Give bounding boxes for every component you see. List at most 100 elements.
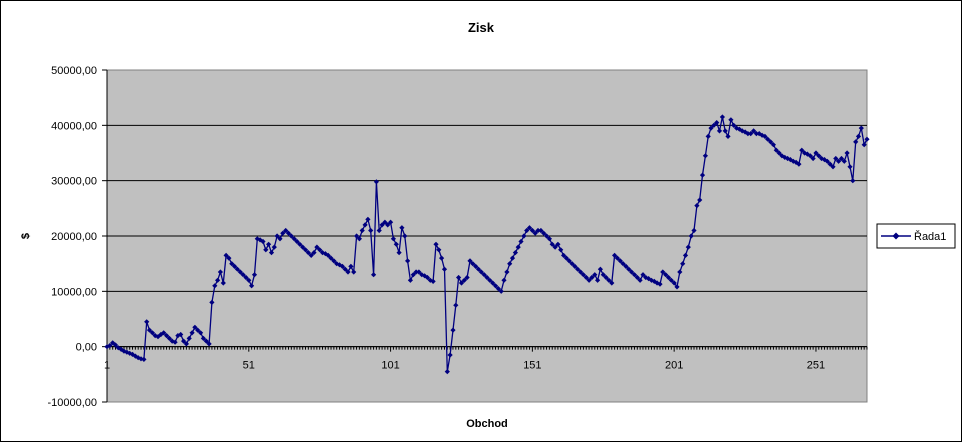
data-point-marker	[348, 263, 354, 269]
data-point-marker	[212, 283, 218, 289]
data-point-marker	[263, 247, 269, 253]
data-point-marker	[467, 258, 473, 264]
data-point-marker	[487, 277, 493, 283]
data-point-marker	[620, 261, 626, 267]
legend-label-rada1: Řada1	[914, 230, 946, 243]
data-point-marker	[220, 280, 226, 286]
y-tick-label: -10000,00	[47, 397, 97, 409]
data-point-marker	[351, 269, 357, 275]
data-point-marker	[475, 266, 482, 272]
data-point-marker	[515, 244, 521, 250]
x-tick-label: 151	[523, 360, 541, 372]
data-point-marker	[181, 338, 187, 344]
data-point-marker	[484, 274, 490, 281]
data-point-marker	[308, 252, 314, 258]
data-point-marker	[660, 269, 666, 275]
data-point-marker	[399, 225, 405, 231]
data-point-marker	[526, 225, 533, 231]
data-point-marker	[354, 233, 360, 239]
data-point-marker	[802, 150, 808, 156]
data-point-marker	[654, 280, 660, 286]
legend: Řada1	[876, 223, 956, 249]
data-point-marker	[200, 335, 206, 341]
data-point-marker	[830, 164, 836, 170]
data-point-marker	[342, 266, 348, 272]
data-point-marker	[229, 261, 235, 267]
data-point-marker	[413, 269, 419, 275]
data-point-marker	[302, 247, 309, 253]
data-point-marker	[206, 341, 212, 347]
data-point-marker	[719, 114, 725, 120]
data-point-marker	[481, 272, 487, 278]
data-point-marker	[249, 283, 255, 289]
data-point-marker	[751, 128, 757, 134]
x-tick-label: 1	[104, 360, 110, 372]
data-point-marker	[237, 269, 243, 275]
data-point-marker	[745, 131, 751, 137]
data-point-marker	[376, 227, 382, 234]
data-point-marker	[285, 230, 292, 236]
data-point-marker	[668, 277, 674, 283]
data-point-marker	[677, 269, 683, 275]
data-point-marker	[512, 250, 518, 256]
data-point-marker	[742, 129, 748, 135]
data-point-marker	[294, 238, 300, 245]
data-point-marker	[708, 125, 714, 131]
data-point-marker	[169, 338, 175, 344]
data-point-marker	[612, 252, 618, 258]
data-point-marker	[209, 299, 215, 305]
data-point-marker	[325, 252, 331, 258]
series-markers-rada1	[104, 114, 870, 375]
data-point-marker	[107, 343, 113, 349]
data-point-marker	[447, 352, 453, 358]
data-point-marker	[810, 155, 816, 162]
data-point-marker	[246, 277, 252, 283]
data-point-marker	[637, 277, 643, 283]
data-point-marker	[288, 233, 294, 239]
data-point-marker	[328, 255, 334, 261]
data-point-marker	[799, 147, 805, 153]
data-point-marker	[427, 277, 433, 283]
data-point-marker	[663, 272, 669, 278]
data-point-marker	[345, 269, 351, 275]
data-point-marker	[186, 335, 192, 341]
data-point-marker	[234, 266, 240, 272]
data-point-marker	[314, 244, 320, 250]
data-point-marker	[217, 269, 223, 275]
data-point-marker	[597, 266, 603, 272]
data-point-marker	[359, 227, 365, 234]
data-point-marker	[705, 133, 711, 139]
data-point-marker	[453, 302, 459, 308]
data-point-marker	[827, 161, 833, 167]
data-point-marker	[765, 136, 771, 142]
x-tick-label: 101	[381, 360, 399, 372]
data-point-marker	[419, 272, 425, 278]
data-point-marker	[251, 272, 258, 278]
data-point-marker	[583, 274, 589, 281]
data-point-marker	[473, 263, 479, 269]
data-point-marker	[807, 153, 813, 159]
data-point-marker	[572, 263, 578, 269]
data-point-marker	[782, 154, 788, 160]
data-point-marker	[407, 277, 413, 283]
data-point-marker	[492, 283, 499, 289]
data-point-marker	[546, 236, 552, 242]
data-point-marker	[824, 158, 830, 164]
data-point-marker	[297, 241, 303, 247]
data-point-marker	[680, 261, 686, 267]
data-point-marker	[402, 233, 408, 239]
data-point-marker	[589, 274, 595, 281]
data-point-marker	[762, 133, 768, 139]
data-point-marker	[416, 269, 422, 275]
data-point-marker	[396, 250, 402, 256]
data-point-marker	[371, 272, 377, 278]
data-point-marker	[790, 158, 796, 164]
data-point-marker	[132, 353, 138, 359]
data-point-marker	[115, 345, 121, 351]
data-point-marker	[373, 179, 379, 185]
data-point-marker	[322, 251, 328, 257]
y-tick-label: 10000,00	[51, 286, 97, 298]
data-point-marker	[833, 155, 839, 162]
data-point-marker	[665, 274, 672, 281]
